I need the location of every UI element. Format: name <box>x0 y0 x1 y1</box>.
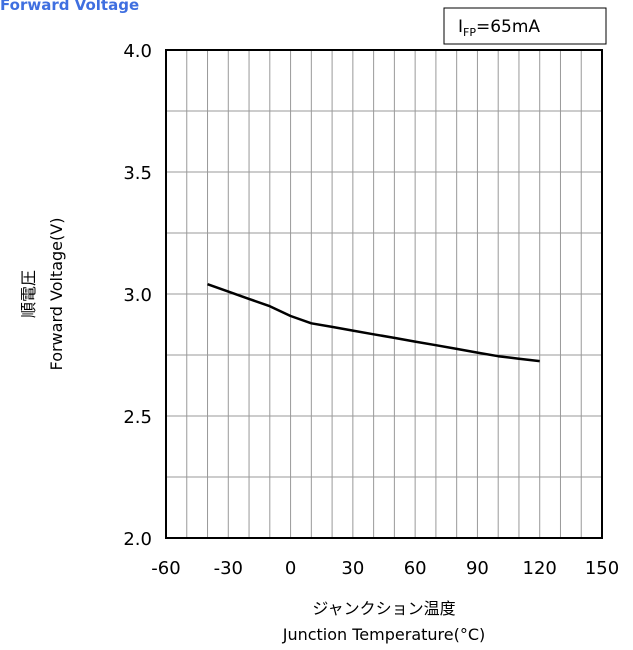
condition-suffix: =65mA <box>476 17 540 37</box>
x-tick-labels: -60 -30 0 30 60 90 120 150 <box>151 558 619 579</box>
condition-subscript: FP <box>463 26 476 39</box>
x-tick-label: 90 <box>466 558 489 579</box>
y-tick-label: 3.5 <box>123 163 152 184</box>
x-axis-title: Junction Temperature(°C) <box>282 625 486 644</box>
condition-box-frame <box>443 7 607 45</box>
y-axis-title: Forward Voltage(V) <box>47 218 66 371</box>
condition-prefix: I <box>458 17 463 37</box>
x-tick-label: 60 <box>404 558 427 579</box>
grid-lines <box>166 50 602 538</box>
x-tick-label: 30 <box>341 558 364 579</box>
y-axis-title-ja: 順電圧 <box>19 270 38 318</box>
x-tick-label: -30 <box>214 558 243 579</box>
y-tick-labels: 2.0 2.5 3.0 3.5 4.0 <box>123 41 152 550</box>
y-tick-label: 2.5 <box>123 407 152 428</box>
condition-label: IFP=65mA <box>458 17 540 39</box>
x-tick-label: 0 <box>285 558 296 579</box>
plot-frame <box>165 49 603 539</box>
x-axis-title-ja: ジャンクション温度 <box>312 599 455 618</box>
y-tick-label: 2.0 <box>123 529 152 550</box>
series-line <box>207 283 540 363</box>
chart-title: Forward Voltage <box>0 0 140 14</box>
x-tick-label: 150 <box>585 558 619 579</box>
y-tick-label: 3.0 <box>123 285 152 306</box>
y-tick-label: 4.0 <box>123 41 152 62</box>
x-tick-label: -60 <box>151 558 180 579</box>
x-tick-label: 120 <box>523 558 557 579</box>
series-group <box>207 283 540 363</box>
condition-box: IFP=65mA <box>443 7 607 45</box>
